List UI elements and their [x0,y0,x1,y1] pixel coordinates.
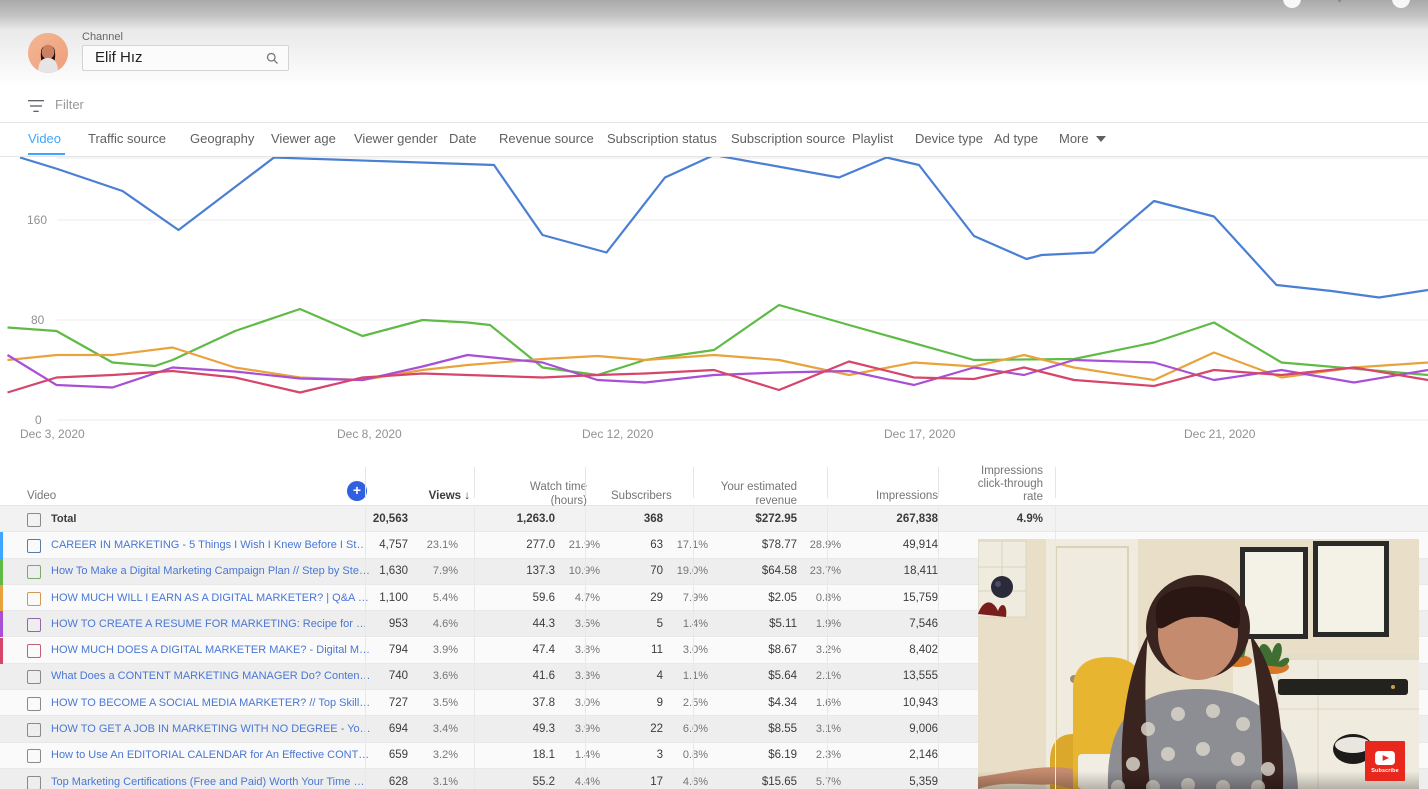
svg-text:80: 80 [31,313,45,327]
svg-text:160: 160 [27,213,47,227]
svg-text:0: 0 [35,413,42,427]
